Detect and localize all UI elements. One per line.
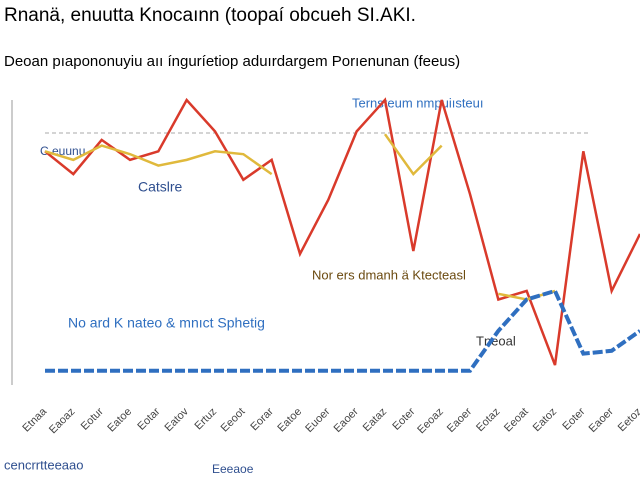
x-tick-label: Eotur [79, 405, 106, 432]
chart-title: Rnanä, enuutta Knocaınn (toopaí obcueh S… [4, 5, 416, 26]
x-tick-label: Ertuz [193, 406, 220, 433]
x-axis-label: Eeeaoe [212, 462, 254, 476]
x-tick-label: Eatov [162, 405, 191, 434]
x-tick-label: Eetoz [616, 406, 640, 434]
x-tick-label: Eotar [135, 405, 162, 432]
series-line [44, 133, 556, 301]
x-tick-label: Eatoz [531, 406, 559, 434]
annotation: Catslre [138, 179, 183, 195]
x-tick-label: Eaoaz [47, 406, 78, 437]
x-tick-label: Eoter [560, 405, 587, 432]
series-line [44, 97, 640, 366]
annotation: No ard K nateo & mnıct Sphetig [68, 315, 265, 331]
annotation: Nor ers dmanh ä Ktecteasl [312, 267, 466, 282]
annotation: Tneoal [476, 333, 516, 348]
x-tick-label: Eeoat [502, 406, 531, 435]
x-tick-label: Etnaa [20, 405, 49, 434]
annotation: C euunu [40, 144, 85, 158]
annotation: Ternsteum nmpuiısteuı [352, 95, 484, 110]
x-tick-label: Eoter [390, 405, 417, 432]
x-tick-label: Eeoaz [415, 406, 446, 437]
x-tick-label: Eaoer [445, 405, 474, 434]
x-tick-label: Eaoer [332, 405, 361, 434]
x-tick-label: Eorar [248, 405, 276, 433]
x-tick-label: Eatoe [105, 406, 134, 435]
x-tick-label: Euoer [303, 405, 332, 434]
x-tick-label: Eataz [361, 406, 389, 434]
series-line [45, 288, 640, 373]
x-tick-label: Eotaz [474, 406, 502, 434]
x-tick-label: Eeoot [219, 406, 248, 435]
x-tick-label: Eaoer [587, 405, 616, 434]
x-axis-label: cencrrtteeaao [4, 457, 84, 472]
chart-subtitle: Deoan pıapononuyiu aıı ínguríetiop aduır… [4, 53, 460, 70]
x-tick-label: Eatoe [275, 406, 304, 435]
